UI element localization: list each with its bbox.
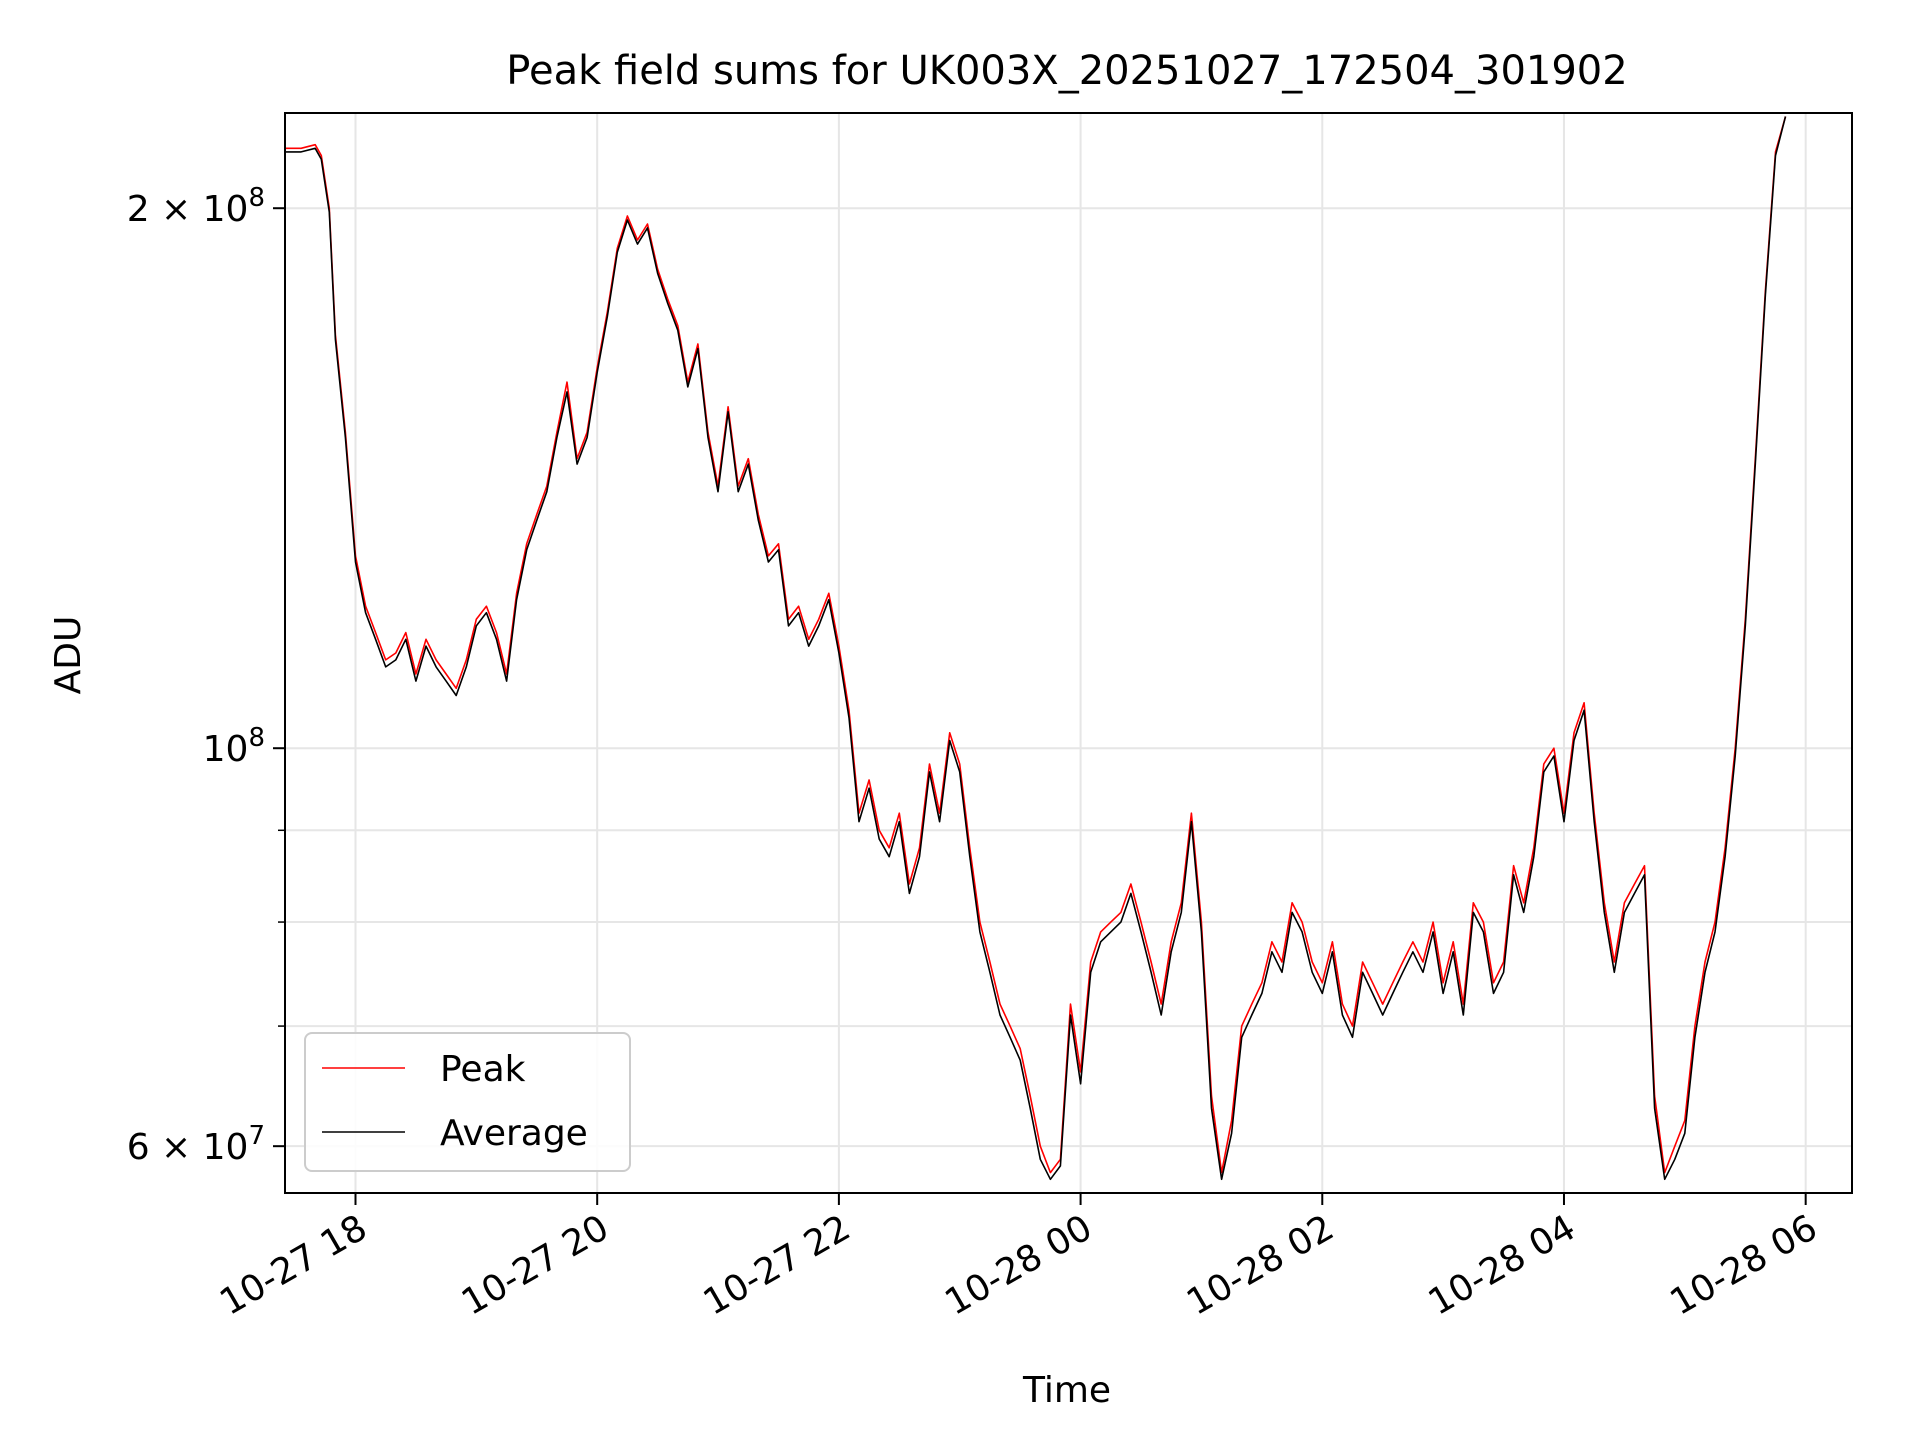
legend-label-peak: Peak bbox=[440, 1049, 526, 1090]
y-axis-label: ADU bbox=[48, 616, 89, 695]
y-tick-label: 2 × 108 bbox=[127, 183, 265, 230]
series-lines bbox=[285, 116, 1787, 1181]
series-line-peak bbox=[285, 116, 1787, 1174]
series-line-average bbox=[285, 116, 1787, 1181]
legend-label-average: Average bbox=[440, 1113, 588, 1154]
grid-lines bbox=[285, 113, 1852, 1193]
y-tick-label: 6 × 107 bbox=[127, 1121, 265, 1168]
plot-area-frame bbox=[284, 112, 1853, 1194]
x-axis-label: Time bbox=[1022, 1370, 1111, 1411]
chart-title: Peak field sums for UK003X_20251027_1725… bbox=[506, 48, 1627, 94]
y-tick-label: 108 bbox=[203, 723, 265, 770]
legend: Peak Average bbox=[304, 1032, 631, 1172]
